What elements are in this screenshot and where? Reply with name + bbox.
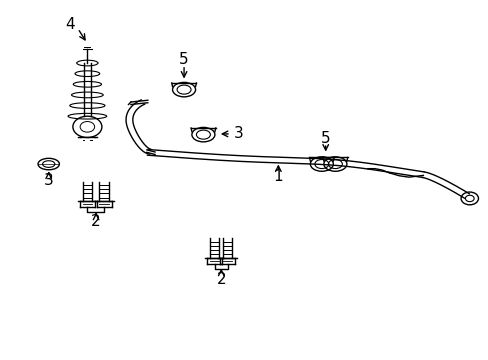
Text: 2: 2 <box>91 214 101 229</box>
Text: 4: 4 <box>65 17 75 32</box>
Text: 2: 2 <box>216 273 225 287</box>
Text: 3: 3 <box>233 126 243 141</box>
Text: 3: 3 <box>44 173 54 188</box>
Text: 5: 5 <box>320 131 330 146</box>
Text: 5: 5 <box>179 52 188 67</box>
Text: 1: 1 <box>273 169 283 184</box>
